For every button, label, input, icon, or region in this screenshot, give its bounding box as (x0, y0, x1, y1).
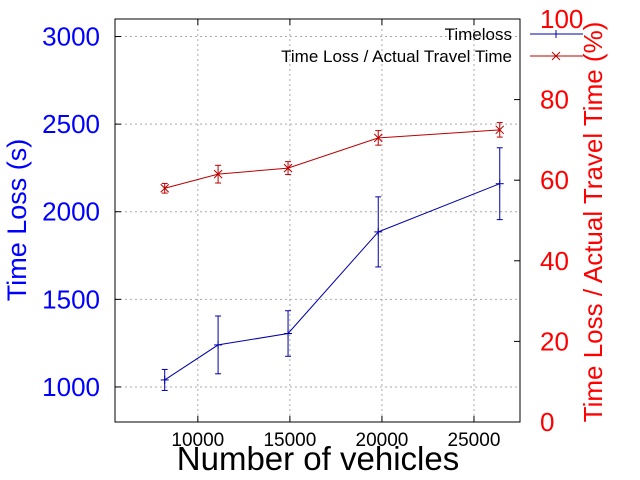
x-axis-label: Number of vehicles (177, 440, 459, 477)
y2-tick-label: 40 (540, 246, 569, 276)
data-point (284, 329, 293, 338)
x-tick-label: 20000 (356, 430, 409, 451)
data-point (160, 183, 170, 193)
y-tick-label: 2500 (42, 109, 100, 139)
y-tick-label: 3000 (42, 22, 100, 52)
y-tick-label: 1500 (42, 284, 100, 314)
grid-lines (115, 19, 520, 422)
y2-tick-label: 80 (540, 85, 569, 115)
y-tick-label: 2000 (42, 197, 100, 227)
axis-ticks: 10000 15000 20000 2500010001500200025003000… (42, 4, 583, 451)
y2-tick-label: 0 (540, 407, 554, 437)
data-point (551, 51, 561, 61)
series-2 (160, 122, 505, 194)
data-point (160, 375, 169, 384)
legend-entry-2: Time Loss / Actual Travel Time (281, 47, 583, 66)
data-point (495, 179, 504, 188)
x-tick-label: 10000 (171, 430, 224, 451)
data-point (374, 227, 383, 236)
data-point (283, 163, 293, 173)
y-tick-label: 1000 (42, 372, 100, 402)
series-line (164, 129, 500, 189)
y2-axis-label: Time Loss / Actual Travel Time (%) (578, 22, 608, 423)
series-line (164, 183, 500, 381)
plot-frame (114, 18, 521, 423)
series-layer (160, 122, 505, 391)
y-axis-label: Time Loss (s) (2, 139, 32, 302)
data-point (552, 30, 560, 38)
data-point (495, 125, 505, 135)
data-point (373, 133, 383, 143)
series-1 (160, 147, 504, 391)
data-point (214, 340, 223, 349)
legend-label: Timeloss (445, 25, 512, 44)
x-tick-label: 25000 (448, 430, 501, 451)
y2-tick-label: 100 (540, 4, 583, 34)
data-point (213, 169, 223, 179)
x-tick-label: 15000 (263, 430, 316, 451)
legend-entry-1: Timeloss (445, 25, 583, 44)
legend-label: Time Loss / Actual Travel Time (281, 47, 512, 66)
legend: Timeloss Time Loss / Actual Travel Time (281, 25, 583, 66)
y2-tick-label: 60 (540, 165, 569, 195)
y2-tick-label: 20 (540, 326, 569, 356)
